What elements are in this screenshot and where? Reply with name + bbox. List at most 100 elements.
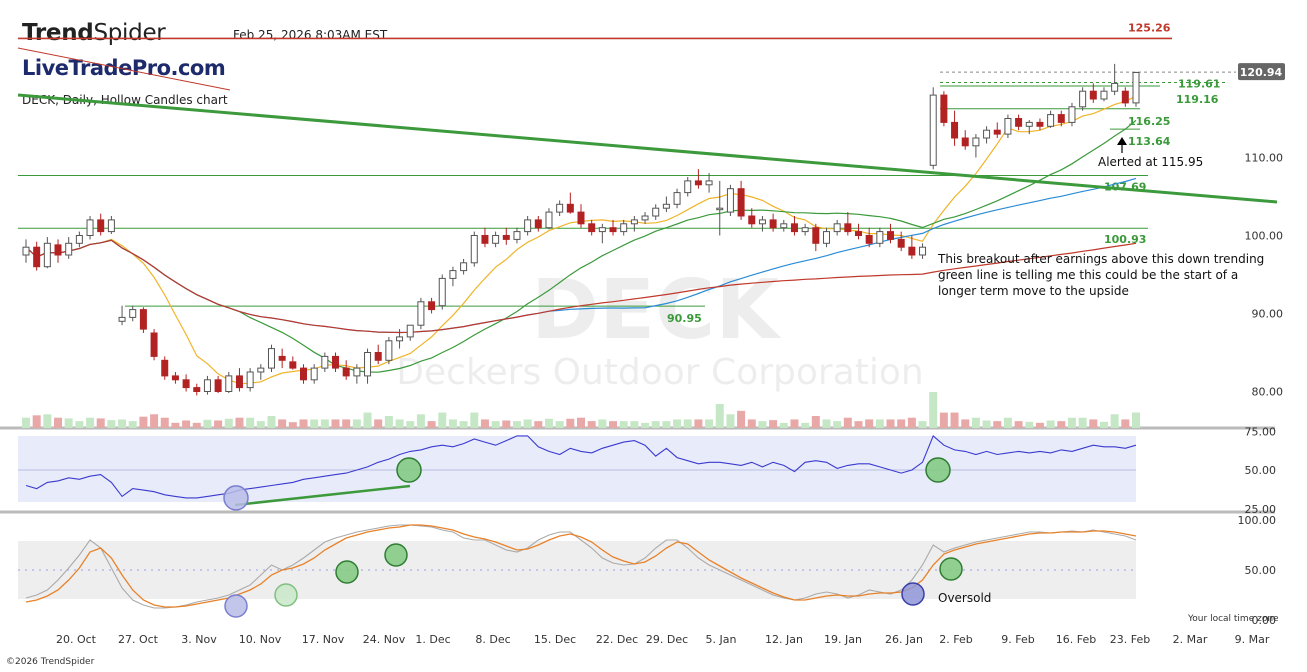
- rsi-tick-label: 75.00: [1245, 425, 1277, 438]
- rsi-line: [25, 434, 1137, 499]
- volume-bar: [150, 414, 159, 428]
- candle-body: [257, 367, 265, 373]
- volume-bar: [694, 419, 703, 428]
- candle-body: [972, 137, 980, 147]
- date-tick-label: 17. Nov: [302, 633, 345, 646]
- candle-body: [300, 367, 307, 381]
- candle-body: [203, 379, 211, 392]
- candle-body: [865, 235, 873, 244]
- volume-bar: [406, 421, 415, 428]
- last-price-label: 120.94: [1240, 66, 1283, 79]
- candle-body: [1121, 90, 1129, 104]
- candle-body: [1100, 90, 1108, 100]
- volume-bar: [673, 419, 682, 428]
- volume-bar: [22, 417, 30, 428]
- stoch-signal-circle: [901, 582, 925, 606]
- volume-bar: [811, 416, 820, 428]
- date-tick-label: 2. Feb: [939, 633, 972, 646]
- candle-body: [929, 94, 937, 166]
- candle-body: [235, 375, 243, 389]
- volume-bar: [587, 421, 596, 428]
- volume-bar: [929, 392, 938, 428]
- candle-body: [396, 336, 404, 342]
- volume-bar: [75, 421, 84, 428]
- candle-body: [940, 94, 948, 123]
- candle-body: [86, 219, 94, 236]
- breakout-annotation: This breakout after earnings above this …: [937, 252, 1264, 298]
- candle-body: [951, 121, 959, 139]
- date-tick-label: 16. Feb: [1056, 633, 1096, 646]
- candle-body: [726, 188, 734, 213]
- volume-bar: [160, 417, 169, 428]
- rsi-band: [18, 436, 1136, 502]
- volume-bar: [470, 412, 479, 428]
- volume-bar: [630, 421, 639, 428]
- date-tick-label: 15. Dec: [534, 633, 576, 646]
- candle-body: [908, 246, 916, 256]
- volume-bar: [577, 417, 585, 428]
- down-trendline: [17, 93, 1278, 204]
- alert-annotation: Alerted at 115.95: [1098, 155, 1203, 169]
- volume-bar: [715, 404, 724, 428]
- volume-bar: [256, 421, 265, 428]
- candle-body: [790, 223, 798, 233]
- candle-body: [1089, 90, 1097, 100]
- volume-bar: [1025, 421, 1034, 428]
- candle-body: [246, 371, 254, 389]
- last-price-tag: [1238, 63, 1285, 81]
- volume-bar: [950, 412, 959, 428]
- candle-body: [481, 235, 489, 244]
- volume-bar: [662, 421, 671, 428]
- stoch-signal-circle: [335, 560, 359, 584]
- volume-bar: [224, 418, 233, 428]
- candle-body: [470, 235, 478, 264]
- date-tick-label: 9. Mar: [1235, 633, 1270, 646]
- volume-bar: [1003, 417, 1012, 428]
- volume-bar: [502, 420, 511, 428]
- candle-body: [417, 301, 425, 326]
- candle-body: [524, 219, 532, 233]
- candle-body: [406, 324, 414, 338]
- rsi-tick-label: 25.00: [1245, 503, 1277, 516]
- volume-bar: [438, 412, 447, 428]
- candle-body: [1057, 114, 1065, 123]
- volume-bar: [609, 421, 618, 428]
- candle-body: [673, 192, 681, 205]
- candle-body: [289, 361, 297, 369]
- candle-body: [812, 227, 820, 244]
- volume-bar: [512, 421, 521, 428]
- volume-bar: [278, 419, 287, 428]
- date-tick-label: 27. Oct: [118, 633, 159, 646]
- volume-bar: [182, 420, 191, 428]
- volume-bar: [822, 419, 831, 428]
- volume-bar: [214, 420, 223, 428]
- volume-bar: [139, 416, 148, 428]
- volume-bar: [598, 419, 607, 428]
- rsi-signal-circle: [396, 457, 422, 483]
- price-tick-label: 100.00: [1245, 230, 1284, 243]
- candle-body: [684, 180, 692, 194]
- price-tick-label: 90.00: [1252, 308, 1284, 321]
- candle-body: [652, 207, 660, 217]
- stoch-signal-circle: [274, 583, 298, 607]
- volume-bar: [790, 419, 799, 428]
- rsi-trendline: [234, 484, 411, 507]
- volume-bar: [1110, 414, 1119, 428]
- candle-body: [1068, 106, 1076, 123]
- volume-bar: [43, 414, 52, 428]
- date-tick-label: 19. Jan: [824, 633, 862, 646]
- level-label: 119.61: [1178, 78, 1220, 91]
- candle-body: [22, 246, 30, 256]
- candle-body: [716, 207, 724, 211]
- candle-body: [129, 309, 137, 318]
- candle-body: [1036, 121, 1044, 127]
- volume-bar: [971, 417, 980, 428]
- volume-bar: [758, 421, 767, 428]
- candle-body: [1015, 118, 1023, 127]
- date-tick-label: 1. Dec: [415, 633, 450, 646]
- level-label: 90.95: [667, 312, 702, 325]
- rsi-signal-circle: [223, 485, 249, 511]
- candle-body: [278, 355, 286, 361]
- candle-body: [641, 215, 649, 221]
